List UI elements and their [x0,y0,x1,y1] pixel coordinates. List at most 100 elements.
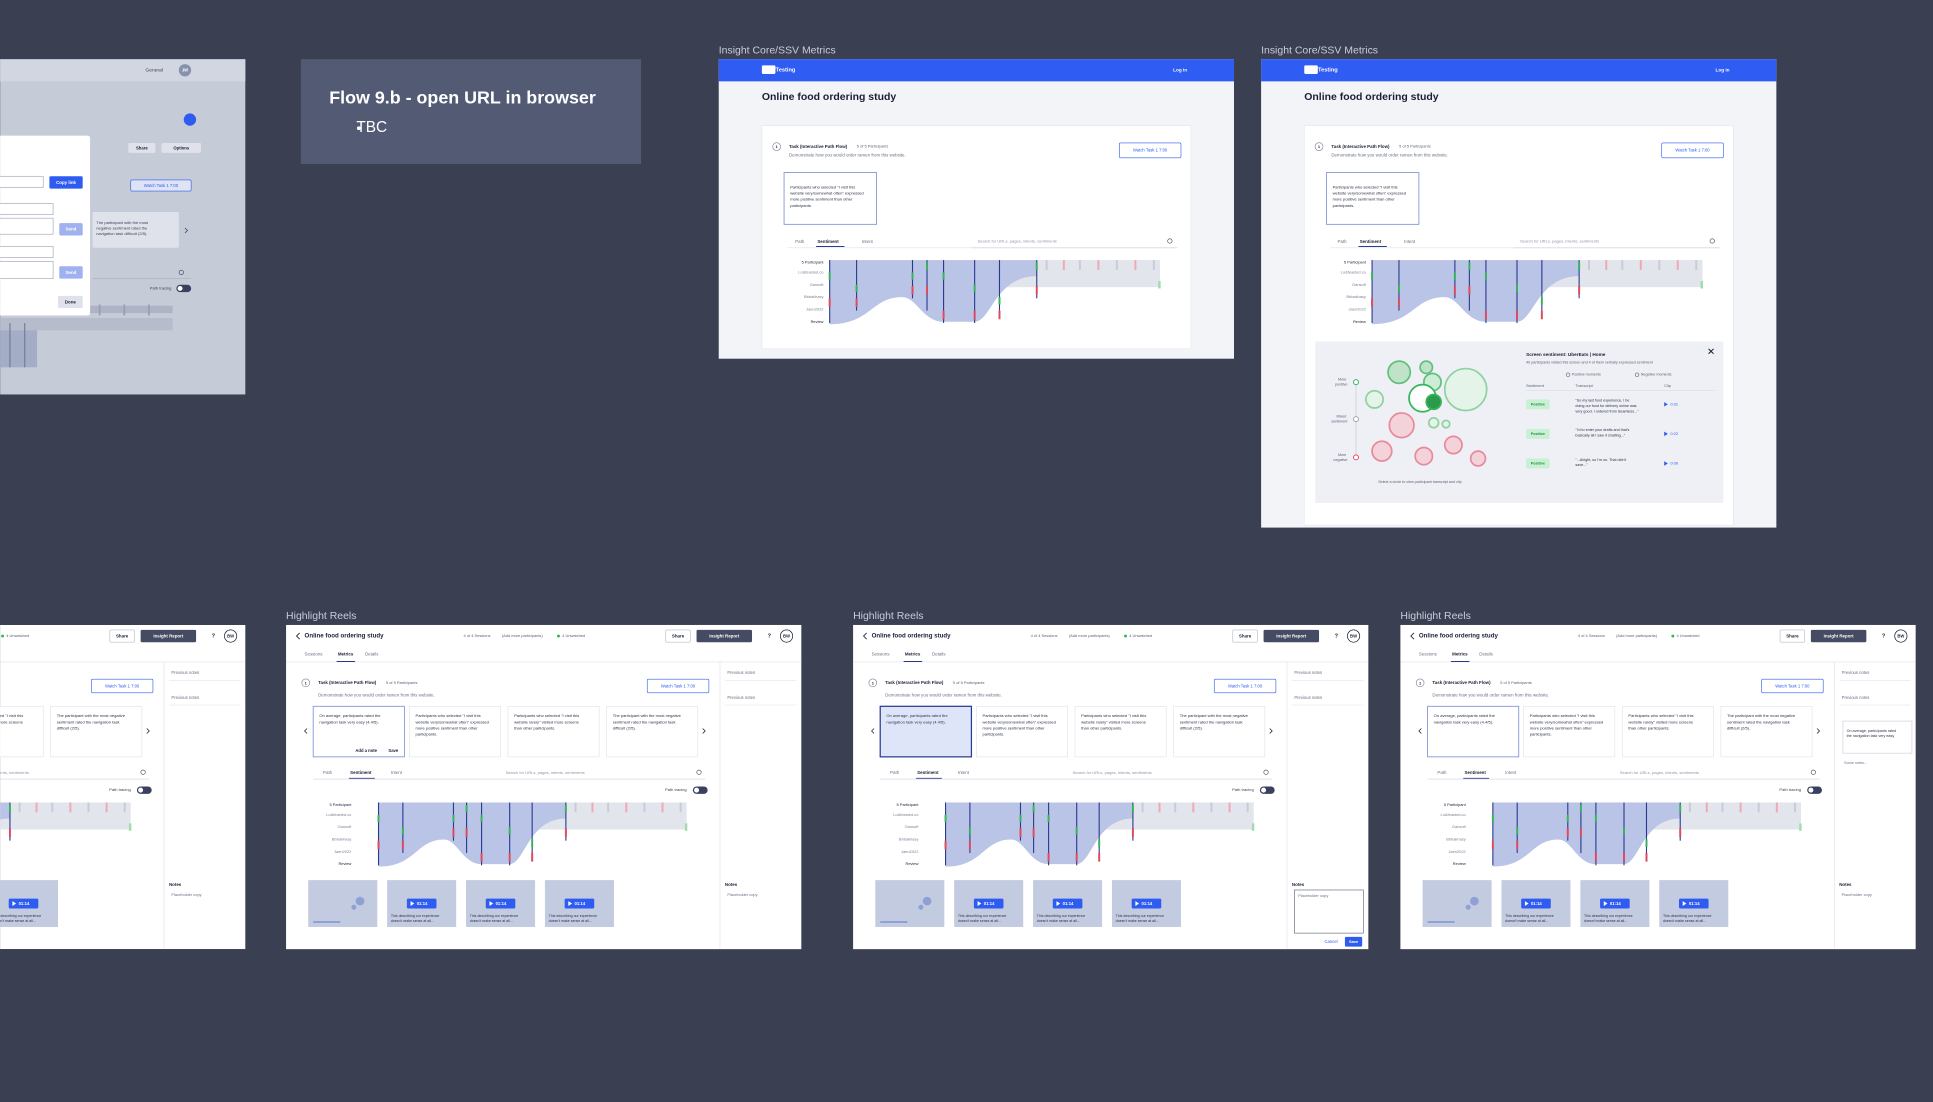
button-shape[interactable] [1232,629,1258,643]
label[interactable]: Log in [1173,67,1187,72]
button-label[interactable]: Copy link [56,180,76,185]
tab[interactable]: Sessions [305,652,324,657]
label[interactable]: 0:06 [1670,461,1678,466]
button-shape[interactable] [1810,629,1867,643]
play-button[interactable] [1678,898,1709,909]
back-icon[interactable] [862,632,867,640]
button-label[interactable]: Share [136,145,148,150]
insight-card[interactable] [0,706,44,758]
tab[interactable]: Path [795,239,805,244]
tab[interactable]: Metrics [1452,652,1468,657]
button-label[interactable]: Watch Task 1 7:00 [1775,683,1810,688]
back-icon[interactable] [295,632,300,640]
tab[interactable]: Details [1479,652,1493,657]
button-label[interactable]: Insight Report [1276,633,1306,638]
insight-card[interactable] [976,706,1068,758]
label[interactable]: 0:22 [1670,431,1678,436]
insight-card[interactable] [879,705,973,758]
carousel-arrow[interactable] [0,728,150,734]
button-shape[interactable] [1661,142,1724,159]
label[interactable]: 01:14 [417,901,428,906]
tab[interactable]: Path [890,770,900,775]
button-label[interactable]: Share [1786,633,1799,638]
tab[interactable]: Sentiment [817,239,839,244]
insight-card[interactable] [1173,706,1266,758]
button-label[interactable]: Watch Task 1 7:00 [144,183,179,188]
insight-card[interactable] [1621,706,1714,758]
play-icon[interactable] [1664,431,1668,437]
play-icon[interactable] [1664,402,1668,407]
tab[interactable]: Sentiment [1464,770,1486,775]
button-label[interactable]: Watch Task 1 7:00 [661,683,696,688]
tab[interactable]: Sessions [872,652,891,657]
tab[interactable]: Intent [1404,239,1416,244]
tab[interactable]: Intent [958,770,970,775]
insight-card[interactable] [50,706,143,758]
button-shape[interactable] [1761,678,1824,694]
button-shape[interactable] [665,629,691,643]
carousel-arrow[interactable] [304,728,706,734]
label[interactable]: 01:14 [575,901,586,906]
button-shape[interactable] [1213,678,1277,694]
video-thumbnail[interactable] [875,880,945,927]
button-shape[interactable] [109,629,135,643]
insight-card[interactable] [1427,705,1520,758]
tab[interactable]: Path [1437,770,1447,775]
insight-card[interactable] [1074,706,1167,758]
label[interactable]: 01:14 [1610,901,1621,906]
video-thumbnail[interactable] [1422,880,1492,927]
insight-card[interactable] [606,706,699,758]
label[interactable]: 01:14 [1531,901,1542,906]
button-label[interactable]: Insight Report [709,633,739,638]
play-button[interactable] [485,898,516,909]
button-label[interactable]: Share [672,633,685,638]
button-shape[interactable] [49,176,83,189]
insight-card[interactable] [507,706,600,758]
play-button[interactable] [8,898,39,909]
button-shape[interactable] [140,629,197,643]
label[interactable]: 01:14 [1142,901,1153,906]
tab[interactable]: Details [932,652,946,657]
tab[interactable]: Path [323,770,333,775]
play-button[interactable] [973,898,1004,909]
label[interactable]: 01:14 [19,901,30,906]
label[interactable]: Cancel [1324,939,1337,944]
tab[interactable]: Sentiment [350,770,372,775]
label[interactable]: 01:14 [1063,901,1074,906]
insight-card[interactable] [1523,706,1616,758]
button-label[interactable]: Options [173,145,189,150]
button-label[interactable]: Save [1349,939,1359,944]
button-label[interactable]: Watch Task 1 7:00 [1133,148,1168,153]
carousel-arrow[interactable] [871,728,1273,734]
button-shape[interactable] [1344,936,1363,947]
insight-card[interactable] [409,706,501,758]
button-shape[interactable] [161,142,202,153]
video-thumbnail[interactable] [308,880,378,927]
close-icon[interactable] [1708,348,1714,355]
button-shape[interactable] [58,295,83,309]
play-button[interactable] [1052,898,1083,909]
label[interactable]: Add a note [355,748,377,753]
tab[interactable]: Intent [1505,770,1517,775]
button-label[interactable]: Watch Task 1 7:00 [1675,148,1710,153]
play-button[interactable] [1521,898,1551,909]
label[interactable]: (Add more participants) [502,633,544,638]
button-shape[interactable] [1119,142,1182,159]
tab[interactable]: Path [1338,239,1348,244]
note-input[interactable] [1294,889,1364,934]
tab[interactable]: Sentiment [917,770,939,775]
label[interactable]: 01:14 [496,901,507,906]
label[interactable]: (Add more participants) [1069,633,1111,638]
button-shape[interactable] [130,179,192,192]
button-label[interactable]: Share [116,633,129,638]
back-icon[interactable] [1410,632,1415,640]
button-label[interactable]: Insight Report [153,633,183,638]
tab[interactable]: Metrics [905,652,921,657]
button-label[interactable]: Watch Task 1 7:00 [105,683,140,688]
carousel-arrow[interactable] [1418,728,1821,734]
button-shape[interactable] [91,678,154,694]
tab[interactable]: Intent [391,770,403,775]
insight-card[interactable] [1720,706,1813,758]
tab[interactable]: Sessions [1419,652,1438,657]
button-shape[interactable] [1263,629,1320,643]
